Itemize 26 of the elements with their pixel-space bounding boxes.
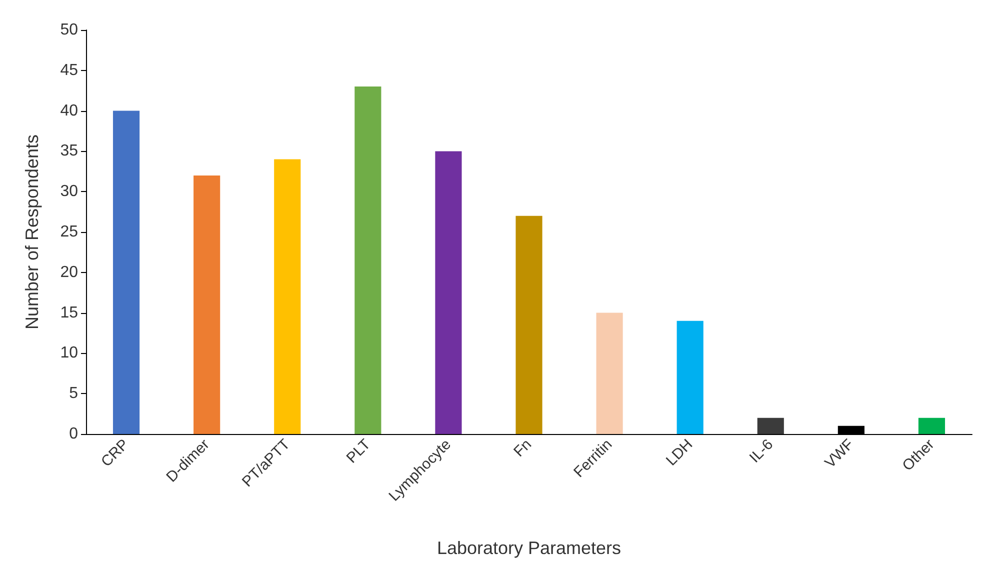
bar [516, 216, 542, 434]
bar [112, 110, 140, 434]
bar [596, 312, 623, 434]
x-tick-label: IL-6 [746, 436, 777, 466]
bar [435, 151, 462, 434]
y-tick-label: 50 [60, 22, 78, 38]
y-tick-label: 45 [60, 62, 78, 79]
y-tick-label: 5 [69, 385, 78, 402]
y-tick-label: 35 [60, 142, 78, 160]
y-tick-label: 40 [60, 102, 78, 120]
x-axis-title: Laboratory Parameters [436, 538, 622, 558]
x-tick-label: Fn [510, 436, 536, 460]
bar [918, 418, 946, 434]
y-tick-label: 25 [60, 224, 78, 240]
y-tick-label: 20 [60, 264, 78, 281]
y-tick-label: 10 [60, 344, 78, 362]
bar [274, 159, 301, 434]
y-axis-title: Number of Respondents [22, 134, 42, 330]
y-tick-label: 0 [69, 426, 78, 442]
bar [676, 320, 704, 434]
bar [354, 86, 382, 434]
bar [757, 418, 784, 434]
y-tick-label: 15 [60, 304, 78, 322]
bar [194, 175, 220, 434]
y-tick-label: 30 [60, 183, 78, 200]
x-tick-label: PLT [343, 436, 374, 467]
